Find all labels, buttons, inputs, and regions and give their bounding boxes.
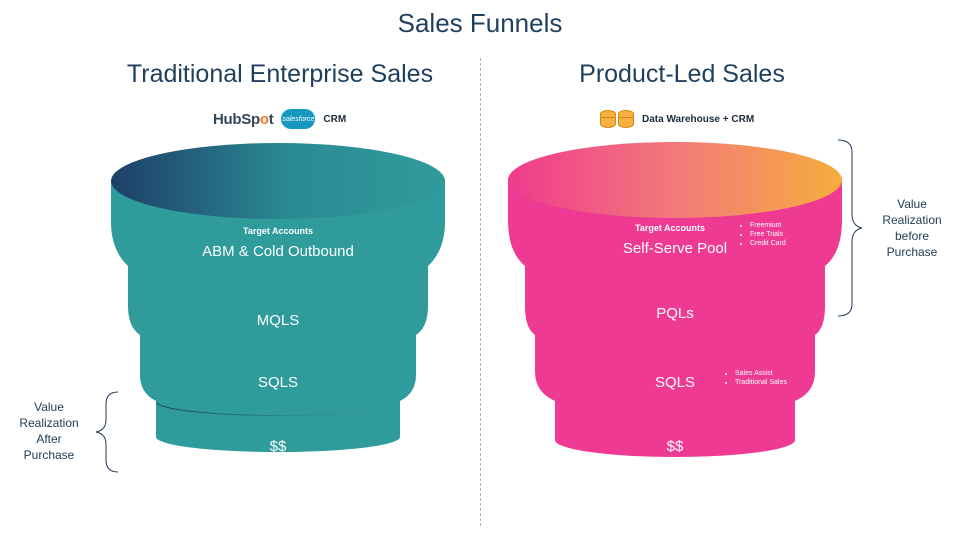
left-stage-3-label: SQLS	[257, 374, 299, 391]
right-stage-3-label: SQLS	[654, 374, 696, 391]
database-icon	[600, 110, 634, 128]
left-brace	[95, 391, 119, 473]
right-stage-1	[508, 142, 842, 288]
page-title: Sales Funnels	[397, 8, 563, 38]
bullet-item: Credit Card	[750, 239, 786, 248]
right-stage-2-label: PQLs	[656, 305, 694, 322]
left-value-note: Value Realization After Purchase	[19, 400, 79, 462]
left-stage-1-label: ABM & Cold Outbound	[202, 243, 354, 260]
product-led-sales-heading: Product-Led Sales	[579, 60, 785, 88]
right-brace	[837, 139, 863, 317]
right-stage-4-label: $$	[666, 438, 684, 455]
left-stage-4-label: $$	[269, 438, 287, 455]
left-stage-2-label: MQLS	[256, 312, 300, 329]
bullet-item: Freemium	[750, 221, 786, 230]
right-stage-1-sublabel: Target Accounts	[634, 223, 705, 233]
data-warehouse-logos: Data Warehouse + CRM	[600, 106, 754, 132]
right-value-note: Value Realization before Purchase	[882, 197, 942, 259]
bullet-item: Sales Assist	[735, 369, 787, 378]
right-stage-1-bullets: Freemium Free Trials Credit Card	[740, 221, 786, 248]
bullet-item: Traditional Sales	[735, 378, 787, 387]
bullet-item: Free Trials	[750, 230, 786, 239]
crm-logos: HubSpot salesforce CRM	[213, 106, 346, 132]
crm-label: CRM	[323, 113, 347, 125]
salesforce-logo: salesforce	[281, 109, 316, 129]
hubspot-logo: HubSpot	[213, 110, 274, 128]
traditional-sales-heading: Traditional Enterprise Sales	[126, 60, 434, 88]
data-warehouse-label: Data Warehouse + CRM	[642, 113, 755, 125]
left-stage-1	[111, 143, 445, 286]
right-stage-3-bullets: Sales Assist Traditional Sales	[725, 369, 787, 387]
left-stage-1-sublabel: Target Accounts	[242, 226, 313, 236]
right-stage-1-label: Self-Serve Pool	[622, 240, 728, 257]
column-divider	[480, 58, 481, 526]
